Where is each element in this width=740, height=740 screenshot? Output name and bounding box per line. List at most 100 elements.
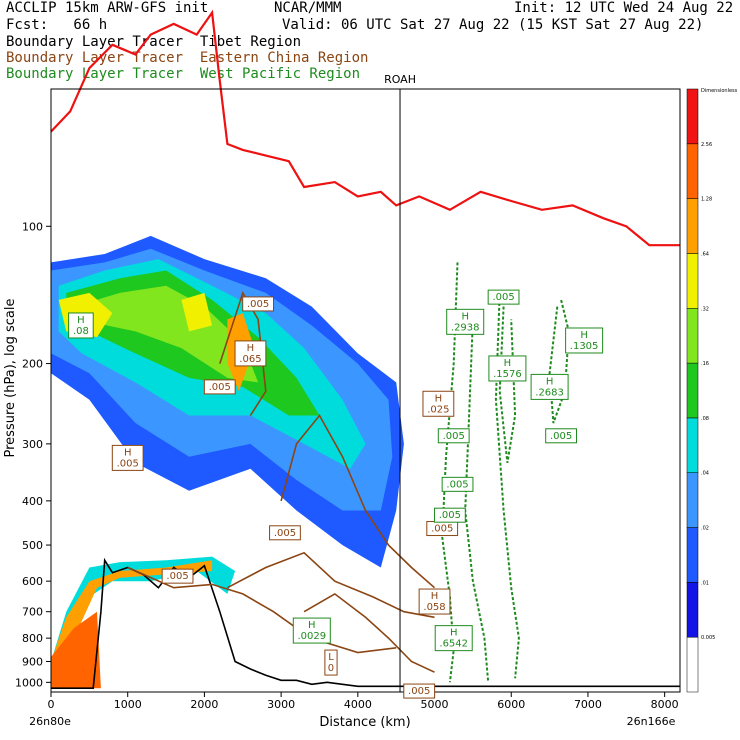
y-axis-title: Pressure (hPa), log scale [3,299,18,458]
colorbar-label-10: Dimensionless [701,88,738,94]
x-end-label: 26n166e [627,715,676,728]
colorbar-swatch-6 [686,308,699,364]
tracer-plume-6 [181,292,213,332]
model-title: ACCLIP 15km ARW-GFS init [6,0,209,16]
y-tick-label: 1000 [15,676,43,689]
china-tracer-contour-3 [303,592,435,673]
tracer-label-box-17 [487,289,520,305]
tracer-label-box-16 [446,308,485,335]
pacific-tracer-contour-1 [464,319,490,683]
x-tick-label: 2000 [190,698,218,711]
y-tick-label: 500 [22,539,43,552]
tracer-label-0: H [77,315,85,326]
y-tick-label: 200 [22,358,43,371]
tracer-label-13: .005 [443,431,465,442]
tracer-label-box-19 [530,373,569,400]
tracer-label-12: .6542 [439,639,468,650]
y-tick-label: 300 [22,438,43,451]
tracer-label-20: .1305 [570,341,599,352]
colorbar-swatch-9 [686,143,699,199]
tracer-label-2: H [247,343,255,354]
tracer-plume-10 [51,611,101,689]
colorbar-swatch-8 [686,198,699,254]
y-tick-label: 700 [22,606,43,619]
y-tick-label: 100 [22,220,43,233]
x-tick-label: 6000 [497,698,525,711]
pacific-tracer-contour-3 [548,299,570,424]
tracer-label-5: .005 [166,571,188,582]
tracer-label-21: .005 [550,431,572,442]
tracer-label-16: H [461,311,469,322]
china-tracer-contour-2 [280,414,436,589]
x-tick-label: 3000 [267,698,295,711]
x-axis-title: Distance (km) [319,715,410,730]
tracer-label-box-20 [565,327,604,354]
colorbar-label-9: 2.56 [701,142,712,148]
x-tick-label: 7000 [574,698,602,711]
tracer-label-14: .005 [446,479,468,490]
tracer-plume-8 [51,556,236,689]
tracer-label-box-11 [418,588,451,615]
tracer-label-box-4 [111,444,144,471]
tracer-label-20: H [580,330,588,341]
tracer-label-7: .0029 [297,631,326,642]
tropopause-line [50,9,680,247]
tracer-label-8: L [328,652,334,663]
tracer-label-box-14 [441,476,474,492]
colorbar: 0.005 .01 .02 .04 .08 .16 .32 .64 1.28 2.56 Dimens… [686,88,738,693]
tracer-label-box-15 [433,507,466,523]
tracer-label-2: .065 [239,354,261,365]
tracer-label-16: .2938 [451,322,480,333]
colorbar-swatch-1 [686,582,699,638]
tracer-label-box-13 [437,428,470,444]
tracer-label-18: .1576 [493,369,522,380]
plot-frame [50,88,681,693]
colorbar-label-7: .64 [701,251,709,257]
tracer-label-3: .005 [209,382,231,393]
init-time: Init: 12 UTC Wed 24 Aug 22 [514,0,734,16]
tracer-label-11: H [431,591,439,602]
tracer-label-box-18 [488,355,527,382]
tracer-label-7: H [308,620,316,631]
colorbar-label-3: .04 [701,471,709,477]
tracer-label-box-8 [324,649,338,676]
colorbar-label-8: 1.28 [701,197,712,203]
tracer-label-22: H [435,393,443,404]
tracer-label-10: .005 [431,524,453,535]
y-tick-label: 400 [22,495,43,508]
tracer-label-11: .058 [423,602,445,613]
tracer-label-0: .08 [73,326,89,337]
org-label: NCAR/MMM [274,0,342,16]
tracer-label-box-2 [234,340,267,367]
tracer-label-box-22 [422,390,455,417]
colorbar-label-6: .32 [701,306,709,312]
colorbar-label-2: .02 [701,526,709,532]
tracer-label-box-12 [434,625,473,652]
pacific-tracer-contour-2 [494,292,520,679]
station-marker-label: ROAH [384,73,416,86]
tracer-label-19: H [546,376,554,387]
pacific-tracer-contour-4 [498,306,517,463]
valid-time: Valid: 06 UTC Sat 27 Aug 22 (15 KST Sat … [282,17,704,33]
colorbar-label-4: .08 [701,416,709,422]
china-tracer-contour-1 [227,551,435,619]
colorbar-swatch-4 [686,417,699,473]
colorbar-label-5: .16 [701,361,709,367]
tracer-label-12: H [450,628,458,639]
tracer-label-box-9 [403,683,436,699]
china-tracer-contour-4 [219,290,267,416]
tracer-plume-4 [74,285,259,383]
colorbar-label-0: 0.005 [701,635,715,641]
tracer-label-1: .005 [247,299,269,310]
tracer-label-4: H [124,447,132,458]
tracer-labels: H.08.005H.065.005H.005.005.005H.0029L0.0… [68,289,604,699]
tracer-label-box-1 [242,296,275,312]
tracer-label-9: .005 [408,686,430,697]
tracer-shading [51,235,404,689]
x-tick-label: 1000 [114,698,142,711]
tracer-legend-eastern-china: Boundary Layer Tracer Eastern China Regi… [6,50,369,66]
tracer-label-8: 0 [328,663,334,674]
tracer-label-box-21 [545,428,578,444]
y-tick-label: 600 [22,575,43,588]
